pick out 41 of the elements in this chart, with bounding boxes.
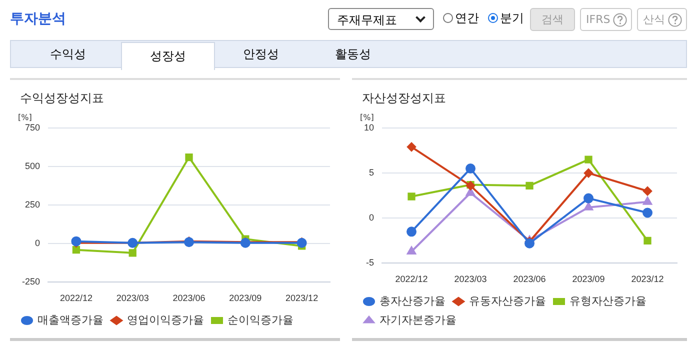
y-tick-label: 10	[364, 122, 374, 132]
y-tick-label: 0	[368, 212, 374, 223]
x-tick-label: 2023/06	[172, 293, 206, 304]
x-tick-label: 2022/12	[60, 293, 92, 304]
legend-label: 매출액증가율	[38, 314, 104, 327]
text: 수익성	[49, 46, 87, 63]
x-tick-label: 2023/06	[513, 274, 546, 284]
text: 주재무제표	[328, 8, 434, 30]
x-tick-label: 2022/12	[395, 274, 428, 284]
legend-label: 총자산증가율	[380, 296, 446, 308]
text: 산식	[637, 8, 687, 31]
legend-label: 영업이익증가율	[127, 314, 204, 327]
y-tick-label: 250	[24, 200, 40, 210]
y-axis-title: [%]	[18, 113, 32, 122]
y-tick-label: 0	[35, 238, 40, 248]
legend-label: 유형자산증가율	[570, 296, 646, 308]
chart-title: 자산성장성지표	[362, 90, 446, 107]
y-tick-label: -5	[366, 258, 374, 268]
y-tick-label: 750	[24, 122, 40, 132]
x-tick-label: 2023/09	[572, 274, 605, 284]
x-tick-label: 2023/03	[116, 293, 149, 304]
text: 투자분석	[10, 10, 66, 28]
x-tick-label: 2023/12	[631, 274, 664, 284]
y-tick-label: -250	[22, 276, 40, 287]
y-tick-label: 500	[24, 161, 40, 172]
x-tick-label: 2023/03	[454, 274, 487, 284]
legend-label: 자기자본증가율	[380, 314, 456, 327]
legend-label: 순이익증가율	[228, 314, 294, 327]
y-tick-label: 5	[368, 168, 374, 178]
text: 성장성	[121, 42, 215, 70]
x-tick-label: 2023/09	[229, 293, 262, 304]
x-tick-label: 2023/12	[286, 293, 318, 304]
legend-label: 유동자산증가율	[469, 296, 546, 308]
y-axis-title: [%]	[360, 113, 374, 122]
chart-title: 수익성장성지표	[20, 90, 104, 107]
text: 활동성	[334, 46, 372, 63]
text: IFRS	[580, 8, 632, 31]
text: 연간	[455, 10, 479, 27]
text: 검색	[530, 8, 575, 31]
text: 분기	[500, 10, 524, 27]
text: 안정성	[242, 46, 280, 63]
